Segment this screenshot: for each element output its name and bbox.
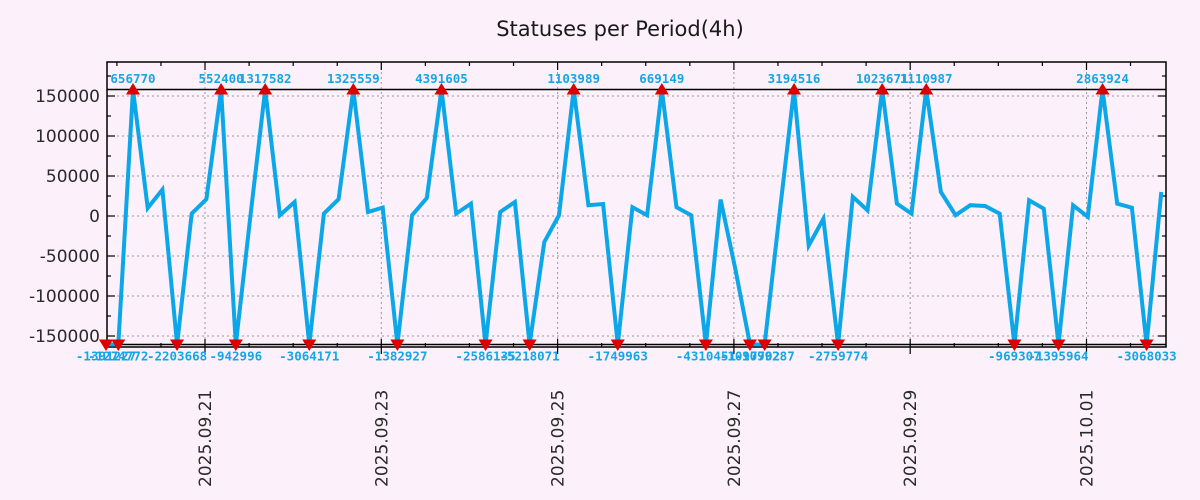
- trough-value-label: -2586135: [455, 349, 515, 364]
- y-tick-label: -150000: [29, 327, 100, 347]
- peak-value-label: 669149: [639, 71, 684, 86]
- trough-marker-icon: [390, 339, 405, 351]
- plot-border: [106, 61, 1167, 348]
- peak-marker-icon: [258, 83, 273, 95]
- x-tick-label: 2025.09.21: [196, 390, 216, 487]
- peak-value-label: 1023671: [856, 71, 909, 86]
- peak-marker-icon: [434, 83, 449, 95]
- extreme-markers: [99, 83, 1154, 351]
- trough-value-label: -1382927: [367, 349, 427, 364]
- trough-value-label: -5218071: [500, 349, 560, 364]
- trough-marker-icon: [522, 339, 537, 351]
- trough-marker-icon: [610, 339, 625, 351]
- peak-marker-icon: [1095, 83, 1110, 95]
- peak-value-label: 656770: [110, 71, 155, 86]
- extreme-value-labels: -1391227-1274772 656770 -2203668 552400 -942…: [76, 71, 1177, 364]
- peak-value-label: 1103989: [547, 71, 600, 86]
- trough-marker-icon: [742, 339, 757, 351]
- x-tick-label: 2025.09.27: [725, 390, 745, 487]
- trough-value-label: -1749963: [588, 349, 648, 364]
- trough-value-label: -4310451: [676, 349, 736, 364]
- trough-marker-icon: [831, 339, 846, 351]
- y-tick-label: -100000: [29, 287, 100, 307]
- x-tick-label: 2025.09.23: [372, 390, 392, 487]
- trough-marker-icon: [1007, 339, 1022, 351]
- y-tick-label: 100000: [35, 127, 100, 147]
- series-line: [107, 89, 1164, 347]
- peak-marker-icon: [125, 83, 140, 95]
- trough-marker-icon: [757, 339, 772, 351]
- peak-marker-icon: [787, 83, 802, 95]
- trough-marker-icon: [1139, 339, 1154, 351]
- trough-value-label: -1097702: [720, 349, 780, 364]
- trough-marker-icon: [302, 339, 317, 351]
- trough-marker-icon: [698, 339, 713, 351]
- axis-labels: 150000 100000 50000 0 -50000 -100000 -150000 20…: [29, 87, 1098, 487]
- y-tick-label: 0: [89, 207, 100, 227]
- peak-marker-icon: [654, 83, 669, 95]
- x-tick-label: 2025.09.29: [901, 390, 921, 487]
- trough-value-label: -969307: [988, 349, 1041, 364]
- trough-value-label: -942996: [209, 349, 262, 364]
- peak-marker-icon: [566, 83, 581, 95]
- trough-value-label: -1395964: [1028, 349, 1088, 364]
- peak-value-label: 552400: [199, 71, 244, 86]
- peak-marker-icon: [214, 83, 229, 95]
- peak-marker-icon: [346, 83, 361, 95]
- y-tick-label: 50000: [46, 167, 100, 187]
- x-tick-label: 2025.10.01: [1078, 390, 1098, 487]
- trough-value-label: -1274772: [88, 349, 148, 364]
- trough-marker-icon: [170, 339, 185, 351]
- peak-value-label: 1110987: [900, 71, 953, 86]
- trough-marker-icon: [99, 339, 113, 351]
- peak-value-label: 1317582: [239, 71, 292, 86]
- trough-value-label: -2759774: [808, 349, 868, 364]
- x-tick-label: 2025.09.25: [549, 390, 569, 487]
- peak-marker-icon: [919, 83, 934, 95]
- trough-marker-icon: [111, 339, 126, 351]
- peak-value-label: 3194516: [768, 71, 821, 86]
- trough-value-label: -2203668: [147, 349, 207, 364]
- chart-title: Statuses per Period(4h): [496, 17, 744, 41]
- peak-marker-icon: [875, 83, 890, 95]
- trough-value-label: -1391227: [76, 349, 136, 364]
- peak-value-label: 2863924: [1076, 71, 1129, 86]
- trough-value-label: -1099287: [735, 349, 795, 364]
- peak-value-label: 4391605: [415, 71, 468, 86]
- trough-marker-icon: [228, 339, 243, 351]
- trough-marker-icon: [1051, 339, 1066, 351]
- y-tick-label: -50000: [40, 247, 100, 267]
- trough-marker-icon: [478, 339, 493, 351]
- grid-layer: [107, 62, 1166, 347]
- peak-value-label: 1325559: [327, 71, 380, 86]
- trough-value-label: -3068033: [1116, 349, 1176, 364]
- y-tick-label: 150000: [35, 87, 100, 107]
- trough-value-label: -3064171: [279, 349, 339, 364]
